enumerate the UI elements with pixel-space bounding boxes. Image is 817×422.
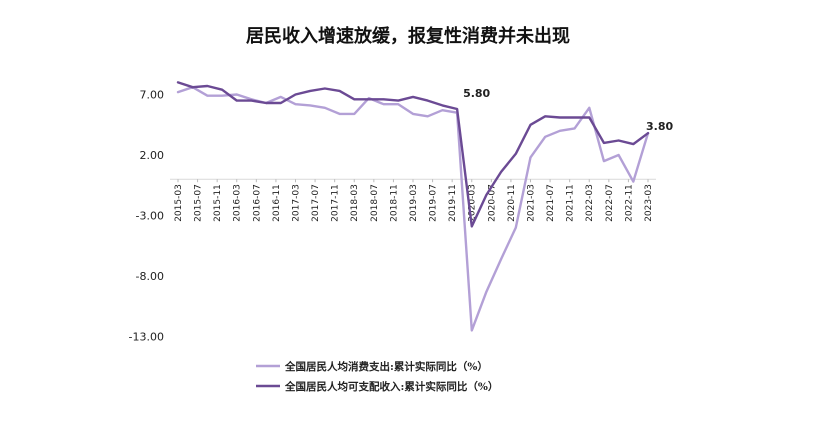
y-tick-label: 7.00: [140, 89, 165, 102]
legend-label: 全国居民人均消费支出:累计实际同比（%）: [284, 360, 488, 373]
x-tick-label: 2023-03: [644, 184, 654, 222]
x-tick-label: 2018-03: [350, 184, 360, 222]
x-tick-label: 2019-07: [429, 184, 439, 222]
chart-title: 居民收入增速放缓，报复性消费并未出现: [246, 25, 570, 47]
x-tick-label: 2017-03: [292, 184, 302, 222]
x-tick-label: 2021-07: [546, 184, 556, 222]
x-tick-label: 2019-11: [448, 184, 458, 222]
legend: 全国居民人均消费支出:累计实际同比（%） 全国居民人均可支配收入:累计实际同比（%…: [256, 360, 498, 393]
x-tick-label: 2019-03: [409, 184, 419, 222]
income-series-line: [176, 81, 650, 228]
x-tick-label: 2020-07: [487, 184, 497, 222]
y-tick-label: -8.00: [136, 270, 164, 283]
x-tick-label: 2016-07: [252, 184, 262, 222]
x-tick-label: 2021-03: [527, 184, 537, 222]
x-tick-label: 2015-11: [213, 184, 223, 222]
axes: 7.00 2.00 -3.00 -8.00 -13.00 2015-03 2015-07 20…: [129, 89, 656, 344]
x-tick-label: 2016-03: [233, 184, 243, 222]
y-tick-label: -13.00: [129, 331, 164, 344]
x-tick-label: 2020-03: [468, 184, 478, 222]
x-tick-label: 2017-11: [331, 184, 341, 222]
annotations: 5.80 3.80: [463, 87, 673, 133]
series-layer: [176, 81, 650, 332]
data-label: 3.80: [646, 120, 673, 133]
y-tick-label: -3.00: [136, 210, 164, 223]
x-tick-label: 2022-03: [585, 184, 595, 222]
x-tick-label: 2020-11: [507, 184, 517, 222]
x-tick-label: 2016-11: [272, 184, 282, 222]
x-tick-label: 2022-07: [605, 184, 615, 222]
data-label: 5.80: [463, 87, 490, 100]
legend-label: 全国居民人均可支配收入:累计实际同比（%）: [284, 380, 498, 393]
x-tick-label: 2022-11: [624, 184, 634, 222]
x-tick-label: 2015-03: [174, 184, 184, 222]
x-tick-label: 2018-11: [389, 184, 399, 222]
x-tick-label: 2017-07: [311, 184, 321, 222]
x-tick-label: 2015-07: [194, 184, 204, 222]
x-tick-label: 2018-07: [370, 184, 380, 222]
x-tick-label: 2021-11: [566, 184, 576, 222]
y-tick-label: 2.00: [140, 149, 165, 162]
